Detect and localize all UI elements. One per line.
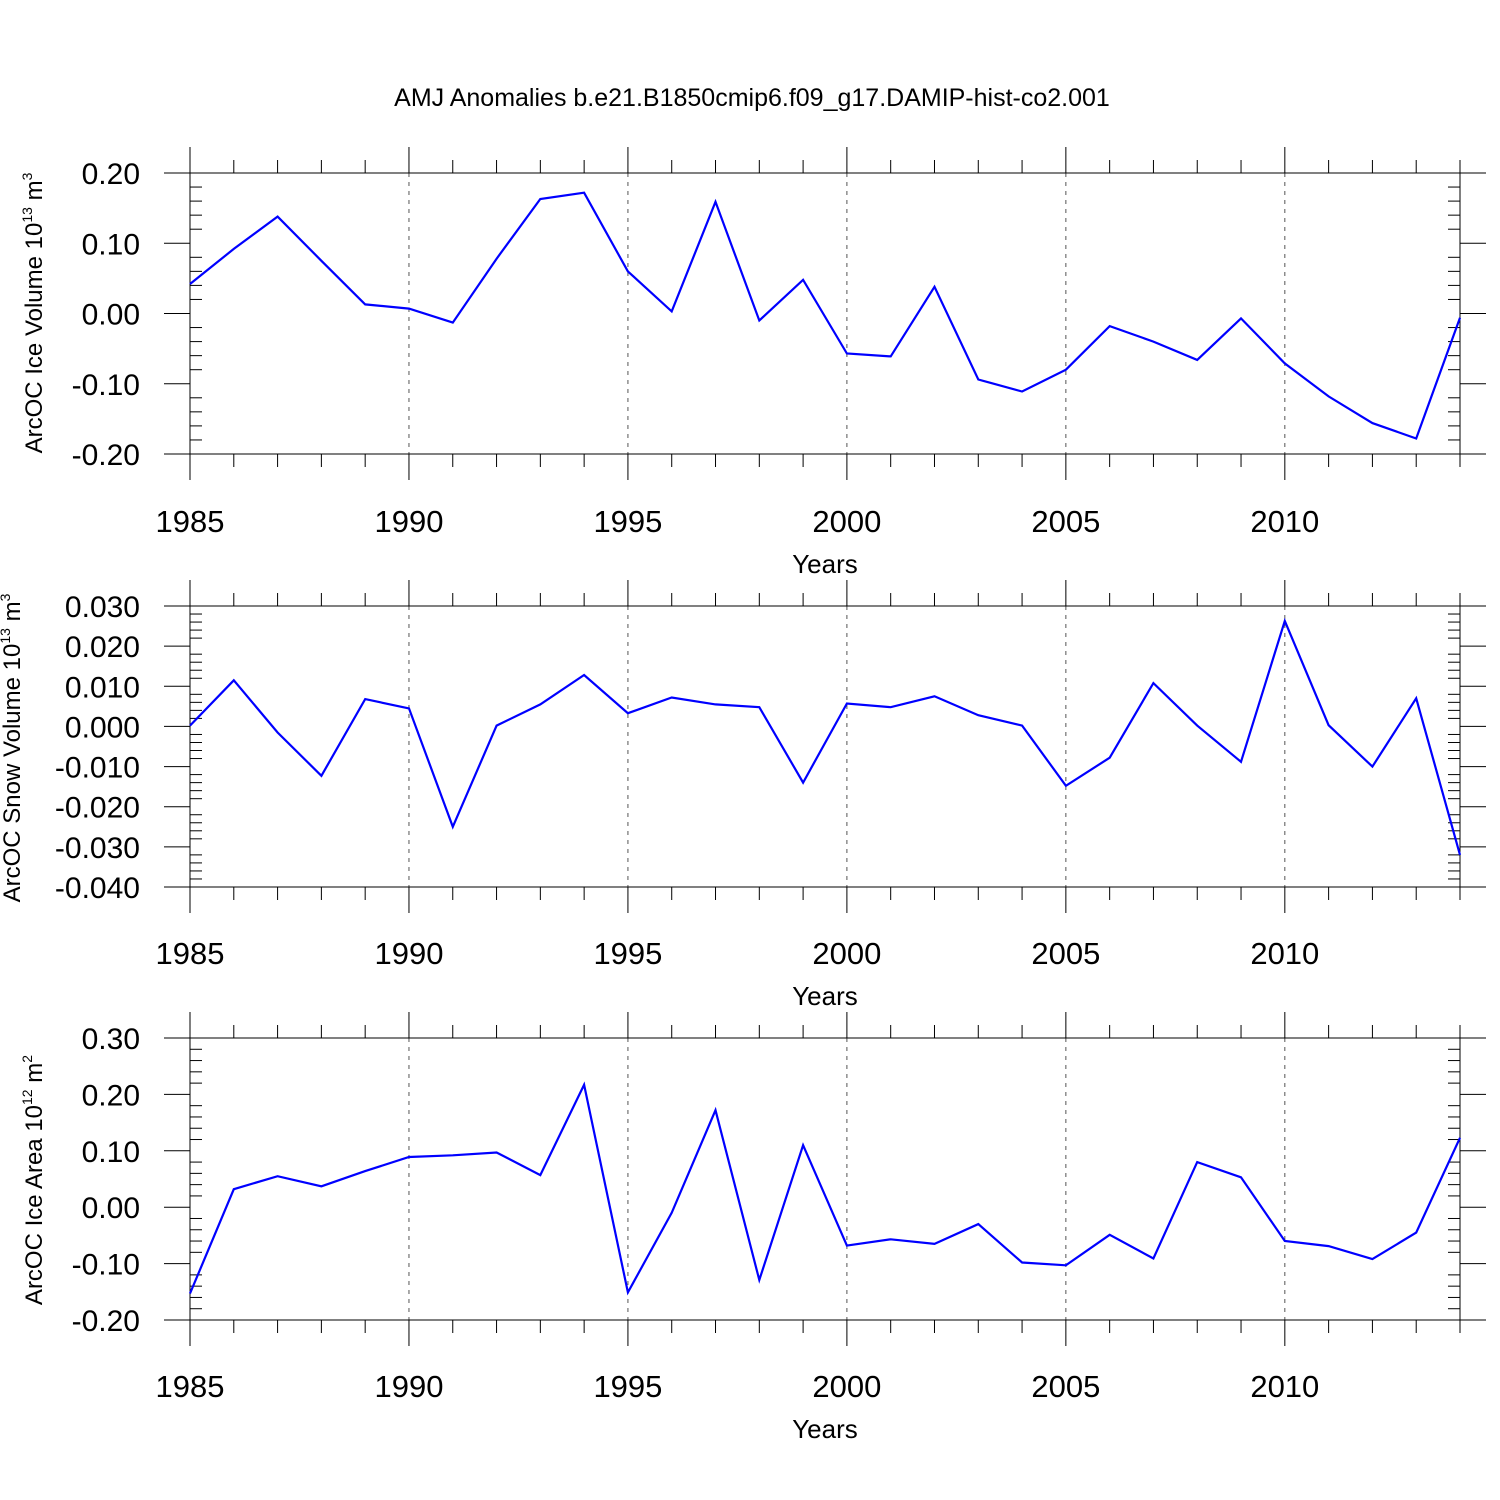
y-tick-label: 0.20 [82,1079,140,1112]
panel-ice-area: 0.30 0.20 0.10 0.00 -0.10 -0.20 1985 1990 1995 20… [19,1012,1486,1444]
x-tick-label: 2000 [812,1369,881,1404]
x-tick-label: 2010 [1250,504,1319,539]
plot-frame [189,1037,1461,1321]
y-tick-label: 0.010 [65,671,140,704]
series-line [189,191,1462,440]
plot-frame [189,172,1461,455]
y-tick-label: 0.030 [65,591,140,624]
y-tick-label: 0.10 [82,1136,140,1169]
x-tick-label: 2010 [1250,1369,1319,1404]
y-tick-label: -0.040 [55,872,140,905]
x-tick-label: 1990 [374,936,443,971]
x-tick-label: 1985 [156,504,225,539]
x-tick-label: 1985 [156,1369,225,1404]
y-tick-label: 0.30 [82,1023,140,1056]
series-line [189,617,1462,856]
y-axis-label: ArcOC Ice Area 1012 m2 [19,1055,48,1305]
panel-ice-volume: 0.20 0.10 0.00 -0.10 -0.20 1985 1990 1995 2000 20… [19,147,1486,579]
panel-snow-volume: 0.030 0.020 0.010 0.000 -0.010 -0.020 -0.030 -0… [0,580,1486,1011]
x-tick-label: 1995 [593,936,662,971]
y-axis-label: ArcOC Snow Volume 1013 m3 [0,593,26,902]
x-tick-label: 1990 [374,1369,443,1404]
y-tick-label: -0.030 [55,832,140,865]
x-tick-label: 2005 [1031,1369,1100,1404]
x-tick-label: 2005 [1031,936,1100,971]
x-tick-label: 2000 [812,936,881,971]
y-tick-label: 0.00 [82,299,140,332]
x-tick-label: 1995 [593,1369,662,1404]
y-axis-label: ArcOC Ice Volume 1013 m3 [19,172,48,453]
chart-title: AMJ Anomalies b.e21.B1850cmip6.f09_g17.D… [394,84,1110,112]
chart-panels: 0.20 0.10 0.00 -0.10 -0.20 1985 1990 1995 2000 20… [0,147,1486,1444]
y-tick-label: 0.00 [82,1192,140,1225]
y-tick-label: -0.010 [55,752,140,785]
y-tick-label: -0.10 [72,369,140,402]
y-tick-label: -0.20 [72,1305,140,1338]
x-tick-label: 2000 [812,504,881,539]
y-tick-label: 0.10 [82,228,140,261]
x-axis-label: Years [792,981,858,1011]
x-axis-label: Years [792,1414,858,1444]
plot-frame [189,605,1461,888]
x-tick-label: 2010 [1250,936,1319,971]
x-tick-label: 1985 [156,936,225,971]
x-axis-label: Years [792,549,858,579]
series-line [188,1081,1461,1296]
y-tick-label: -0.20 [72,439,140,472]
y-tick-label: -0.10 [72,1249,140,1282]
y-tick-label: 0.000 [65,711,140,744]
y-tick-label: 0.020 [65,631,140,664]
y-tick-label: 0.20 [82,158,140,191]
x-tick-label: 2005 [1031,504,1100,539]
x-tick-label: 1990 [374,504,443,539]
y-tick-label: -0.020 [55,792,140,825]
x-tick-label: 1995 [593,504,662,539]
